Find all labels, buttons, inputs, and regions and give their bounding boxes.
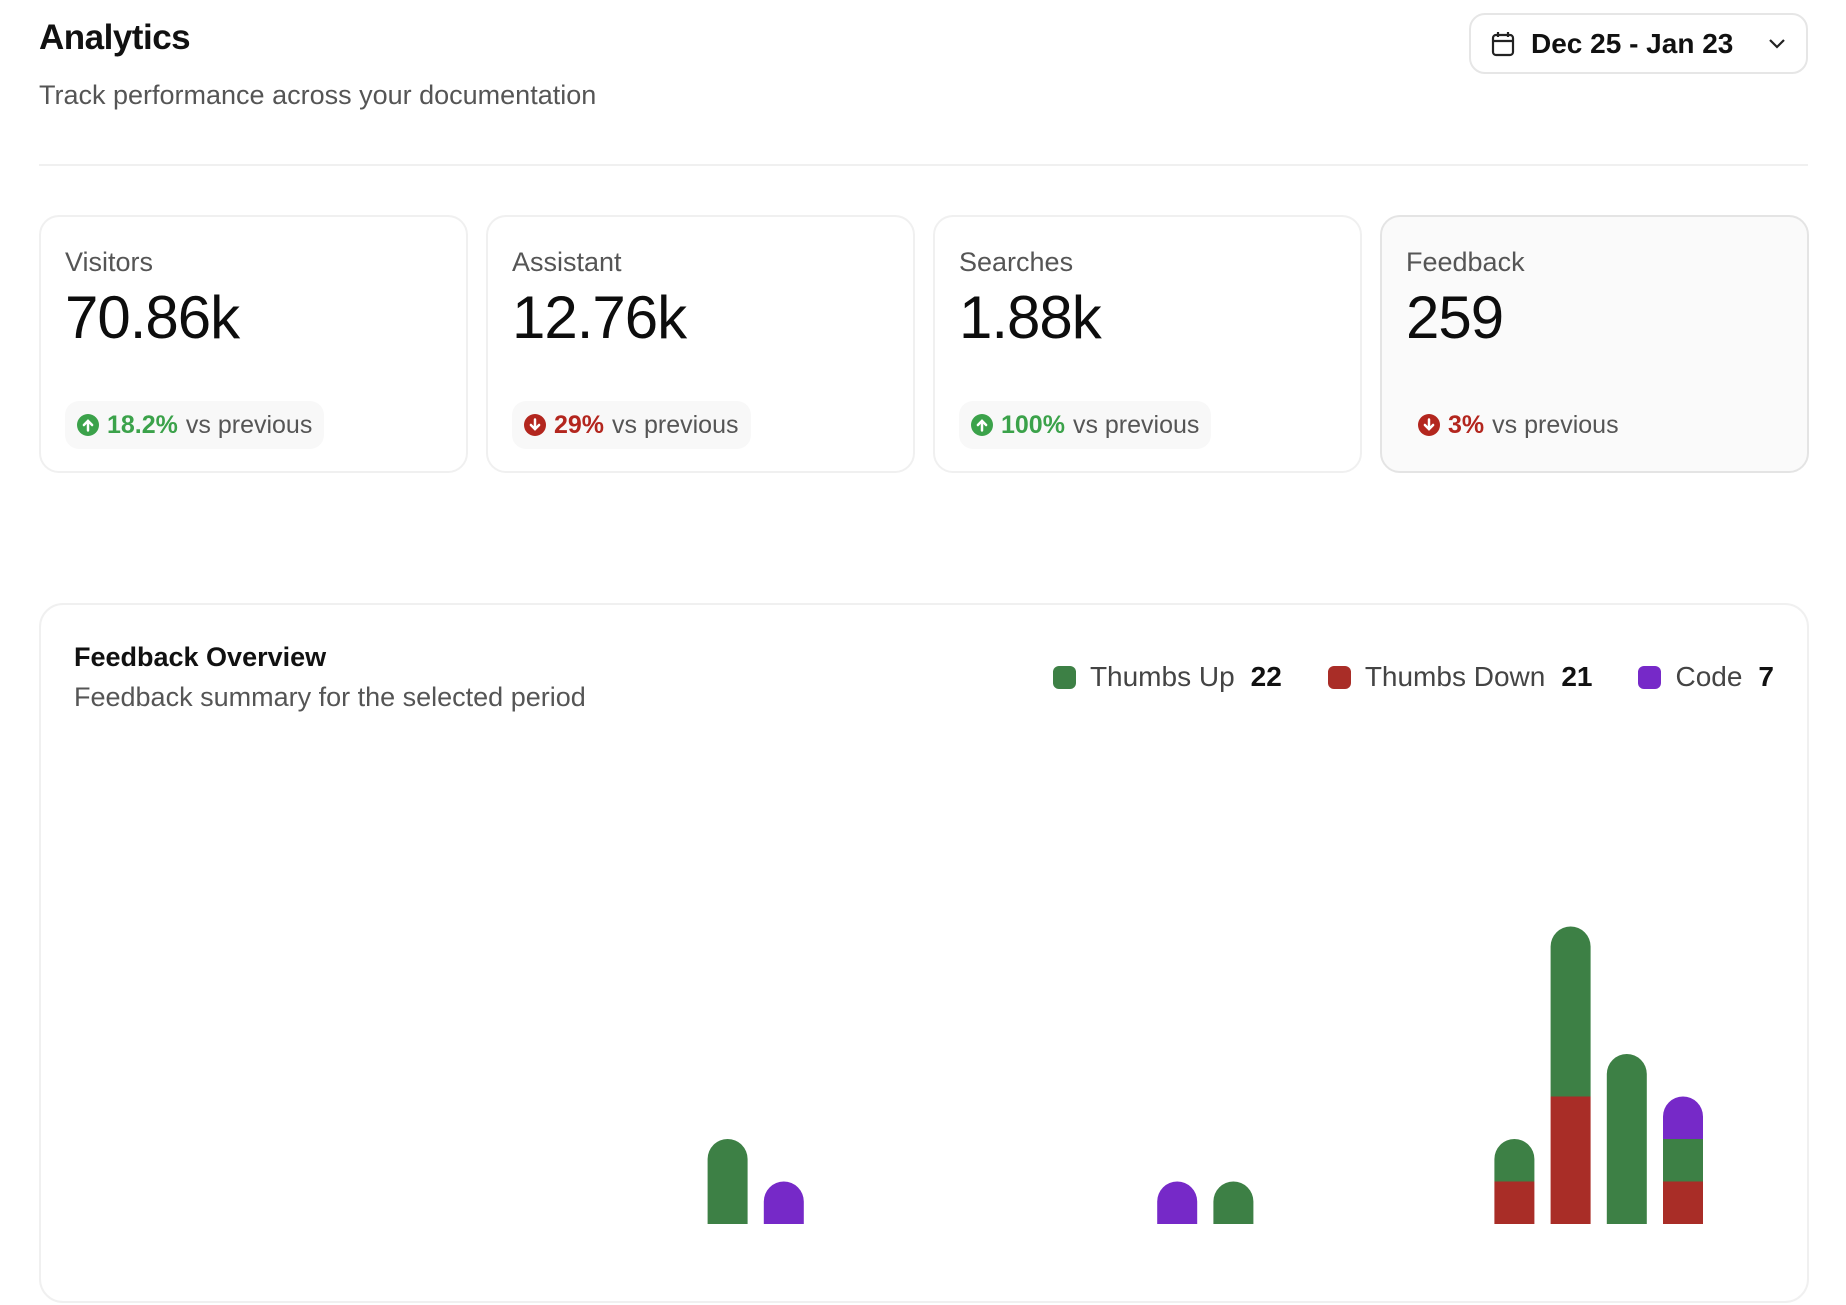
legend-item-code[interactable]: Code 7 <box>1638 661 1774 693</box>
bar-segment-code[interactable] <box>1157 1181 1198 1225</box>
bar-segment-thumbs-up[interactable] <box>1494 1139 1535 1182</box>
metric-change-percent: 100% <box>1001 410 1065 439</box>
metric-label: Assistant <box>512 247 622 277</box>
metric-card-searches[interactable]: Searches 1.88k 100% vs previous <box>933 215 1362 473</box>
page-subtitle: Track performance across your documentat… <box>39 80 597 110</box>
chevron-down-icon <box>1769 38 1785 49</box>
metric-change-badge: 3% vs previous <box>1406 401 1631 449</box>
bar-segment-thumbs-up[interactable] <box>707 1139 748 1224</box>
arrow-up-circle-icon <box>971 414 993 436</box>
bar-segment-code[interactable] <box>1663 1096 1703 1140</box>
metric-change-suffix: vs previous <box>1072 410 1200 439</box>
arrow-down-circle-icon <box>524 414 546 436</box>
date-range-picker[interactable]: Dec 25 - Jan 23 <box>1469 13 1808 74</box>
feedback-overview-card: Feedback Overview Feedback summary for t… <box>39 603 1809 1303</box>
metric-card-feedback[interactable]: Feedback 259 3% vs previous <box>1380 215 1809 473</box>
metric-change-suffix: vs previous <box>1492 410 1619 439</box>
feedback-overview-title: Feedback Overview <box>74 642 327 672</box>
arrow-up-circle-icon <box>77 414 99 436</box>
feedback-overview-subtitle: Feedback summary for the selected period <box>74 682 586 712</box>
bar-segment-thumbs-down[interactable] <box>1550 1096 1591 1225</box>
bar-segment-code[interactable] <box>763 1181 804 1225</box>
bar-segment-thumbs-up[interactable] <box>1663 1139 1703 1182</box>
metric-value: 12.76k <box>512 284 687 351</box>
bar-segment-thumbs-up[interactable] <box>1606 1054 1647 1224</box>
feedback-bar-chart <box>707 926 1703 1225</box>
metric-change-suffix: vs previous <box>612 410 739 439</box>
date-range-label: Dec 25 - Jan 23 <box>1531 27 1734 59</box>
bar-segment-thumbs-down[interactable] <box>1494 1181 1535 1225</box>
calendar-icon <box>1491 31 1515 56</box>
legend-swatch <box>1327 665 1351 689</box>
legend-swatch <box>1052 665 1076 689</box>
legend-count: 7 <box>1758 661 1774 692</box>
bar-segment-thumbs-down[interactable] <box>1663 1181 1703 1225</box>
metric-change-percent: 3% <box>1448 410 1485 439</box>
legend-count: 22 <box>1250 661 1282 692</box>
legend-count: 21 <box>1561 661 1593 692</box>
bar-segment-thumbs-up[interactable] <box>1213 1181 1254 1225</box>
metric-card-assistant[interactable]: Assistant 12.76k 29% vs previous <box>486 215 915 473</box>
metric-value: 259 <box>1406 284 1504 351</box>
legend-name: Code <box>1675 661 1743 692</box>
metric-change-percent: 29% <box>554 410 605 439</box>
header-divider <box>39 164 1808 166</box>
metric-label: Visitors <box>65 247 154 277</box>
metric-value: 70.86k <box>65 284 240 351</box>
arrow-down-circle-icon <box>1418 414 1440 436</box>
metric-change-suffix: vs previous <box>185 410 313 439</box>
legend-item-thumbs-down[interactable]: Thumbs Down 21 <box>1327 661 1593 693</box>
page-title: Analytics <box>39 18 191 57</box>
metric-change-percent: 18.2% <box>107 410 178 439</box>
metric-change-badge: 29% vs previous <box>512 401 751 449</box>
legend-item-thumbs-up[interactable]: Thumbs Up 22 <box>1052 661 1282 693</box>
metric-change-badge: 100% vs previous <box>959 401 1212 449</box>
metric-change-badge: 18.2% vs previous <box>65 401 325 449</box>
metric-label: Feedback <box>1406 247 1525 277</box>
metric-value: 1.88k <box>959 284 1102 351</box>
chart-legend: Thumbs Up 22 Thumbs Down 21 Code 7 <box>1052 661 1774 693</box>
legend-name: Thumbs Down <box>1364 661 1546 692</box>
metric-card-visitors[interactable]: Visitors 70.86k 18.2% vs previous <box>39 215 468 473</box>
legend-name: Thumbs Up <box>1089 661 1235 692</box>
legend-swatch <box>1638 665 1662 689</box>
bar-segment-thumbs-up[interactable] <box>1550 926 1591 1097</box>
metric-label: Searches <box>959 247 1074 277</box>
